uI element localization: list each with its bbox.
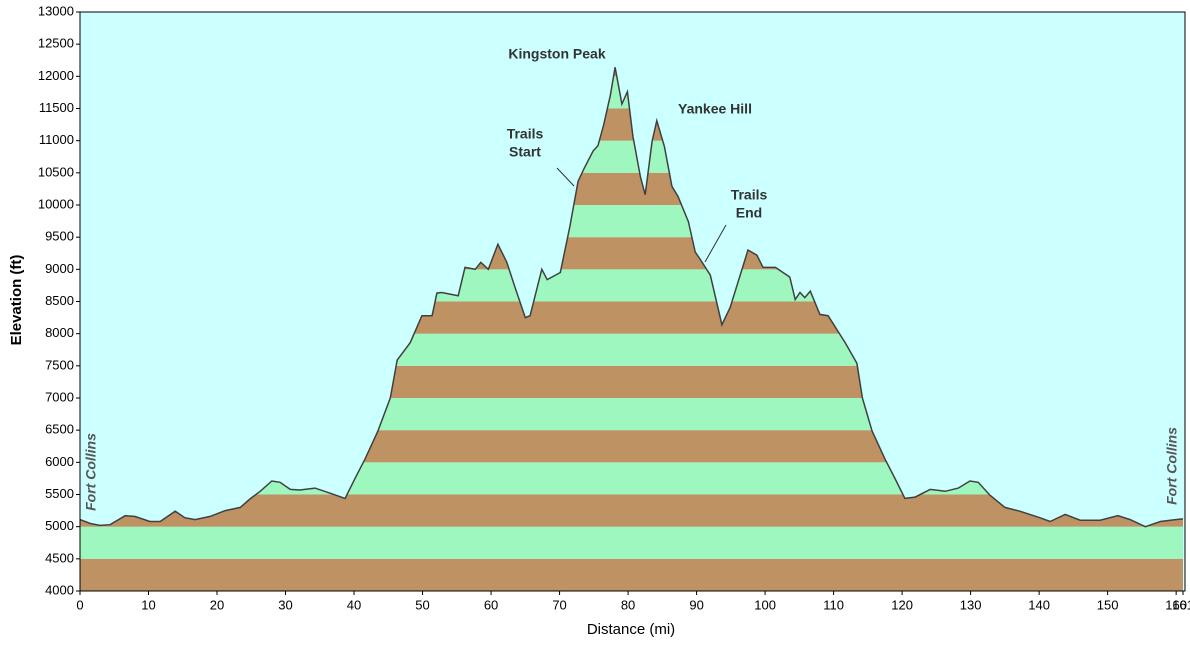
x-tick-label: 70 — [552, 597, 566, 612]
annotation: Fort Collins — [1164, 427, 1180, 505]
x-tick-label: 160 — [1165, 597, 1187, 612]
annotation: End — [736, 205, 762, 221]
y-tick-label: 11500 — [39, 100, 74, 115]
x-tick-label: 140 — [1028, 597, 1050, 612]
y-tick-label: 11000 — [39, 132, 74, 147]
y-tick-label: 4500 — [45, 550, 74, 565]
y-tick-label: 7500 — [45, 357, 74, 372]
annotation: Kingston Peak — [508, 46, 605, 62]
x-tick-label: 120 — [891, 597, 913, 612]
x-tick-label: 100 — [754, 597, 776, 612]
x-tick-label: 130 — [960, 597, 982, 612]
x-tick-label: 0 — [76, 597, 83, 612]
x-tick-label: 150 — [1097, 597, 1119, 612]
x-tick-label: 30 — [278, 597, 292, 612]
elevation-band — [80, 526, 1183, 559]
annotation: Start — [509, 144, 541, 160]
leader-line — [556, 167, 575, 187]
y-tick-label: 4000 — [45, 582, 74, 597]
x-tick-label: 60 — [484, 597, 498, 612]
profile-line — [79, 67, 1184, 528]
y-axis-title: Elevation (ft) — [8, 255, 25, 346]
x-tick-label: 161 — [1172, 597, 1190, 612]
y-tick-label: 6500 — [45, 422, 74, 437]
y-tick-label: 5000 — [45, 518, 74, 533]
y-tick-label: 9000 — [45, 261, 74, 276]
x-tick-label: 90 — [689, 597, 703, 612]
y-tick-label: 10500 — [38, 164, 74, 179]
leader-line — [704, 224, 727, 263]
x-axis-title: Distance (mi) — [587, 621, 675, 638]
x-tick-label: 110 — [823, 597, 844, 612]
elevation-band — [80, 558, 1183, 591]
y-tick-label: 5500 — [45, 486, 74, 501]
annotation: Trails — [507, 126, 544, 142]
annotation: Fort Collins — [83, 433, 99, 511]
x-tick-label: 20 — [210, 597, 224, 612]
x-tick-label: 40 — [347, 597, 361, 612]
y-tick-label: 13000 — [38, 3, 74, 18]
annotation: Trails — [731, 187, 768, 203]
y-tick-label: 8500 — [45, 293, 74, 308]
y-tick-label: 10000 — [38, 196, 74, 211]
annotation: Yankee Hill — [678, 101, 752, 117]
y-tick-label: 9500 — [45, 229, 74, 244]
y-tick-label: 12500 — [38, 36, 74, 51]
x-tick-label: 50 — [415, 597, 429, 612]
x-tick-label: 10 — [141, 597, 155, 612]
x-tick-label: 80 — [621, 597, 635, 612]
y-tick-label: 8000 — [45, 325, 74, 340]
y-tick-label: 7000 — [45, 389, 74, 404]
y-tick-label: 6000 — [45, 454, 74, 469]
y-tick-label: 12000 — [38, 68, 74, 83]
